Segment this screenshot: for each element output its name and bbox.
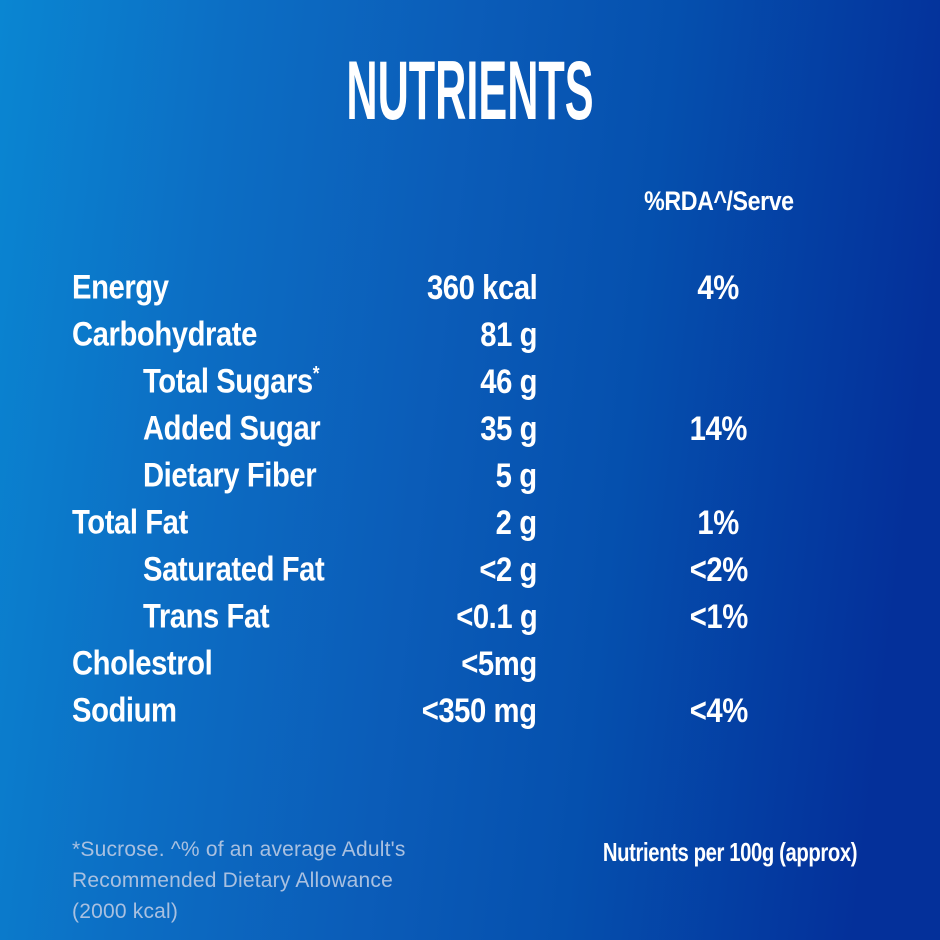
rda-column-header-row: %RDA^/Serve: [72, 186, 900, 217]
nutrient-label: Saturated Fat: [143, 550, 325, 589]
footnote-line-2: Recommended Dietary Allowance: [72, 869, 393, 892]
table-row-trans-fat: Trans Fat <0.1 g <1%: [72, 593, 900, 640]
rda-column-header: %RDA^/Serve: [537, 186, 900, 217]
nutrient-value: 5 g: [496, 456, 537, 495]
nutrient-value: 360 kcal: [426, 268, 538, 307]
serving-basis-note-text: Nutrients per 100g (approx): [602, 836, 858, 867]
footnote: *Sucrose. ^% of an average Adult's Recom…: [72, 834, 432, 927]
nutrient-label: Energy: [72, 268, 169, 307]
nutrient-value: 35 g: [480, 409, 537, 448]
table-row-sodium: Sodium <350 mg <4%: [72, 687, 900, 734]
nutrient-rda: [537, 459, 900, 493]
nutrient-label: Dietary Fiber: [143, 456, 317, 495]
table-row-cholestrol: Cholestrol <5mg: [72, 640, 900, 687]
nutrient-rda: 14%: [689, 409, 748, 448]
nutrient-label: Cholestrol: [72, 644, 213, 683]
nutrient-value: <0.1 g: [455, 597, 538, 636]
nutrient-rda: <2%: [689, 550, 748, 589]
page-title-text: NUTRIENTS: [346, 44, 594, 138]
nutrient-rda: [537, 365, 900, 399]
nutrient-value: <350 mg: [422, 691, 537, 730]
nutrient-rda: [537, 318, 900, 352]
header-value-spacer: [402, 186, 537, 217]
nutrient-label: Carbohydrate: [72, 315, 257, 354]
table-row-added-sugar: Added Sugar 35 g 14%: [72, 405, 900, 452]
table-row-total-fat: Total Fat 2 g 1%: [72, 499, 900, 546]
footnote-line-1: *Sucrose. ^% of an average Adult's: [72, 838, 406, 861]
nutrient-label: Added Sugar: [143, 409, 321, 448]
nutrient-rda: [537, 647, 900, 681]
page-title: NUTRIENTS: [0, 45, 940, 138]
serving-basis-note: Nutrients per 100g (approx): [560, 836, 900, 868]
nutrient-label: Trans Fat: [143, 597, 270, 636]
nutrient-rda: 4%: [697, 268, 740, 307]
header-label-spacer: [72, 186, 402, 217]
nutrient-rda: 1%: [697, 503, 740, 542]
rda-column-header-text: %RDA^/Serve: [643, 186, 794, 216]
table-row-energy: Energy 360 kcal 4%: [72, 264, 900, 311]
nutrient-label: Total Sugars*: [143, 362, 320, 401]
nutrients-table: Energy 360 kcal 4% Carbohydrate 81 g Tot…: [72, 264, 900, 734]
table-row-saturated-fat: Saturated Fat <2 g <2%: [72, 546, 900, 593]
nutrient-rda: <1%: [689, 597, 748, 636]
nutrient-rda: <4%: [689, 691, 748, 730]
table-row-carbohydrate: Carbohydrate 81 g: [72, 311, 900, 358]
footnote-line-3: (2000 kcal): [72, 900, 179, 923]
nutrient-value: <2 g: [479, 550, 537, 589]
table-row-total-sugars: Total Sugars* 46 g: [72, 358, 900, 405]
label-superscript: *: [312, 363, 320, 386]
nutrient-value: <5mg: [461, 644, 538, 683]
nutrient-value: 2 g: [496, 503, 537, 542]
nutrient-label: Sodium: [72, 691, 177, 730]
nutrient-value: 81 g: [480, 315, 537, 354]
nutrient-value: 46 g: [480, 362, 537, 401]
nutrient-label: Total Fat: [72, 503, 188, 542]
table-row-dietary-fiber: Dietary Fiber 5 g: [72, 452, 900, 499]
